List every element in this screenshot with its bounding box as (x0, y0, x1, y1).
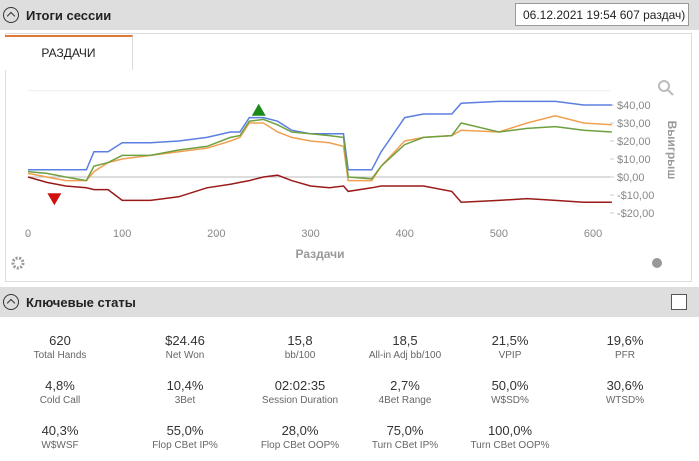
section-title: Итоги сессии (26, 8, 112, 23)
stat-value: 75,0% (386, 423, 424, 438)
stat-value: 15,8 (287, 333, 313, 348)
stat-value: 21,5% (491, 333, 529, 348)
stat-label: PFR (615, 350, 635, 361)
y-tick-label: $0,00 (617, 172, 645, 184)
stat-value: 40,3% (41, 423, 79, 438)
stat-label: WTSD% (605, 395, 645, 406)
y-tick-label: $10,00 (617, 154, 651, 166)
stat-label: Turn CBet IP% (371, 440, 439, 451)
zoom-icon-handle (667, 89, 674, 96)
chart-panel (5, 33, 692, 282)
stat-value: 02:02:35 (274, 378, 326, 393)
stat-value: 10,4% (166, 378, 204, 393)
stat-value: $24.46 (165, 333, 205, 348)
stat-label: W$WSF (41, 440, 79, 451)
stat-value: 620 (49, 333, 71, 348)
session-select[interactable]: 06.12.2021 19:54 607 раздач) (515, 3, 689, 26)
y-tick-label: $30,00 (617, 118, 651, 130)
section-title: Ключевые статы (26, 295, 136, 310)
stat: 10,4% 3Bet (125, 378, 245, 406)
collapse-icon[interactable] (3, 294, 19, 310)
stat-value: 4,8% (45, 378, 75, 393)
stat: 2,7% 4Bet Range (345, 378, 465, 406)
stat-value: 28,0% (281, 423, 319, 438)
stat: 28,0% Flop CBet OOP% (240, 423, 360, 451)
stat: 02:02:35 Session Duration (240, 378, 360, 406)
y-tick-label: $20,00 (617, 136, 651, 148)
series-line (28, 100, 612, 171)
stat-value: 50,0% (491, 378, 529, 393)
stat: 21,5% VPIP (450, 333, 570, 361)
stat-label: VPIP (498, 350, 522, 361)
session-bar: Итоги сессии 06.12.2021 19:54 607 раздач… (0, 0, 699, 30)
stat-label: Turn CBet OOP% (470, 440, 550, 451)
marker (47, 193, 62, 206)
stat-label: W$SD% (491, 395, 529, 406)
stat-label: All-in Adj bb/100 (368, 350, 442, 361)
y-tick-label: -$20,00 (617, 208, 654, 220)
stat-label: Total Hands (33, 350, 87, 361)
series-line (27, 118, 612, 182)
stat-value: 19,6% (606, 333, 644, 348)
stat-label: Cold Call (39, 395, 81, 406)
stat-label: bb/100 (284, 350, 316, 361)
stat: 30,6% WTSD% (565, 378, 685, 406)
tab[interactable]: РАЗДАЧИ (5, 35, 133, 70)
stat: 50,0% W$SD% (450, 378, 570, 406)
stat: 40,3% W$WSF (0, 423, 120, 451)
stat: 19,6% PFR (565, 333, 685, 361)
stat-label: 3Bet (174, 395, 196, 406)
stat-value: 18,5 (392, 333, 418, 348)
stat: 75,0% Turn CBet IP% (345, 423, 465, 451)
stats-bar: Ключевые статы (0, 287, 699, 317)
collapse-icon[interactable] (3, 7, 19, 23)
y-axis-label: Выигрыш (665, 121, 679, 180)
layout-icon[interactable] (671, 294, 687, 310)
settings-icon[interactable] (11, 256, 25, 270)
stat: 100,0% Turn CBet OOP% (450, 423, 570, 451)
x-axis-label: Раздачи (296, 247, 345, 261)
stat-label: 4Bet Range (378, 395, 432, 406)
marker (251, 103, 266, 116)
stat-value: 100,0% (487, 423, 533, 438)
stat: 18,5 All-in Adj bb/100 (345, 333, 465, 361)
stat: 15,8 bb/100 (240, 333, 360, 361)
stat: 4,8% Cold Call (0, 378, 120, 406)
stat: 55,0% Flop CBet IP% (125, 423, 245, 451)
stat-value: 2,7% (390, 378, 420, 393)
stat-label: Session Duration (261, 395, 339, 406)
stat: 620 Total Hands (0, 333, 120, 361)
info-icon[interactable] (652, 258, 662, 268)
stat-value: 30,6% (606, 378, 644, 393)
stat: $24.46 Net Won (125, 333, 245, 361)
y-tick-label: $40,00 (617, 100, 651, 112)
stat-label: Net Won (165, 350, 205, 361)
stat-label: Flop CBet IP% (152, 440, 218, 451)
series-line (27, 174, 612, 203)
series-line (27, 115, 612, 182)
y-tick-label: -$10,00 (617, 190, 654, 202)
stat-value: 55,0% (166, 423, 204, 438)
stat-label: Flop CBet OOP% (260, 440, 340, 451)
chart: Выигрыш Раздачи $40,00 $30,00 $20,00 $10,00… (11, 80, 679, 270)
zoom-icon[interactable] (658, 80, 670, 92)
